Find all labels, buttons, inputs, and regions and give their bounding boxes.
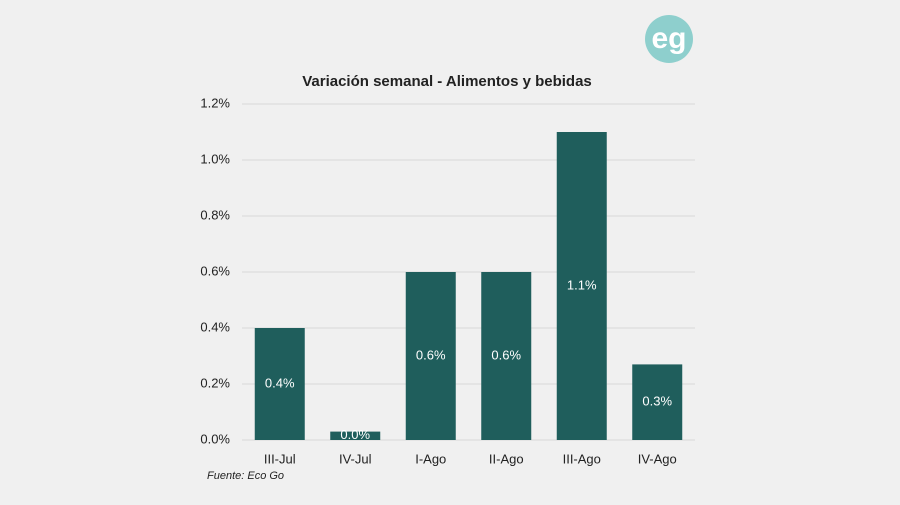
- data-label: 1.1%: [567, 277, 597, 292]
- bar: [254, 328, 305, 440]
- y-tick-label: 1.2%: [200, 95, 230, 110]
- y-tick-label: 1.0%: [200, 151, 230, 166]
- source: Fuente: Eco Go: [207, 470, 284, 482]
- y-tick-label: 0.0%: [200, 431, 230, 446]
- chart-title: Variación semanal - Alimentos y bebidas: [302, 73, 592, 90]
- logo-circle: [645, 15, 693, 63]
- data-label: 0.6%: [416, 347, 446, 362]
- bar: [405, 272, 456, 440]
- x-tick-label: II-Ago: [489, 451, 524, 466]
- x-tick-label: IV-Ago: [638, 451, 677, 466]
- data-label: 0.3%: [642, 394, 672, 409]
- x-tick-label: I-Ago: [415, 451, 446, 466]
- logo: eg: [651, 22, 686, 55]
- y-tick-label: 0.8%: [200, 207, 230, 222]
- data-label: 0.6%: [491, 347, 521, 362]
- data-label: 0.0%: [340, 427, 370, 442]
- x-tick-label: III-Jul: [264, 451, 296, 466]
- y-tick-label: 0.2%: [200, 375, 230, 390]
- y-tick-label: 0.6%: [200, 263, 230, 278]
- bar: [330, 431, 381, 440]
- data-label: 0.4%: [265, 375, 295, 390]
- x-tick-label: III-Ago: [563, 451, 601, 466]
- bar: [632, 364, 683, 440]
- x-tick-label: IV-Jul: [339, 451, 372, 466]
- y-tick-label: 0.4%: [200, 319, 230, 334]
- bar: [481, 272, 532, 440]
- bar: [556, 132, 607, 440]
